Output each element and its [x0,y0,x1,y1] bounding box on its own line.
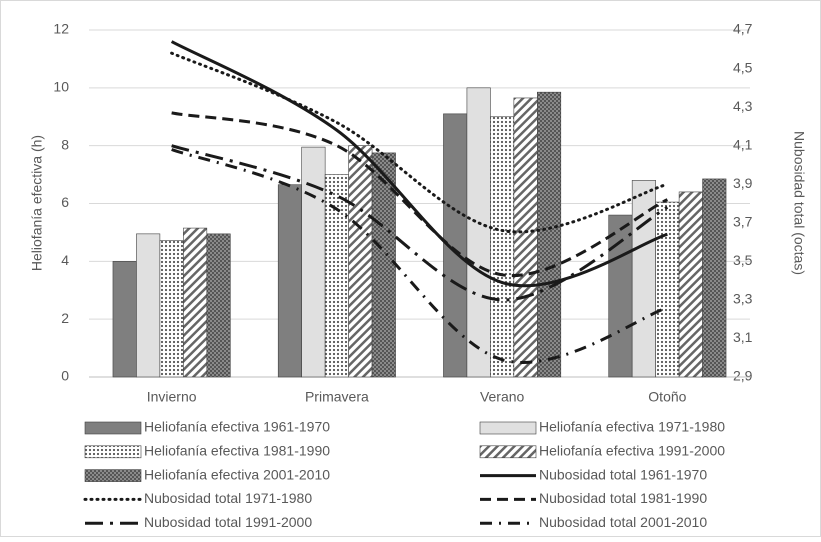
y2-tick-label: 4,3 [733,98,753,114]
bar [112,261,137,378]
bar [159,240,184,378]
x-tick-label: Invierno [147,389,197,405]
legend-swatch [84,469,142,482]
bar [324,174,349,378]
y2-tick-label: 3,9 [733,175,753,191]
y-axis-label: Heliofanía efectiva (h) [29,135,45,271]
y2-tick-label: 3,5 [733,252,753,268]
y2-tick-label: 4,1 [733,136,753,152]
bar [655,201,680,378]
y2-tick-label: 4,5 [733,59,753,75]
x-tick-label: Otoño [648,389,686,405]
legend-swatch [84,445,142,459]
legend-label: Nubosidad total 1971-1980 [144,490,312,506]
bar [537,91,562,378]
bar [136,233,161,378]
line [171,144,669,302]
bar [348,145,373,378]
y-tick-label: 4 [61,252,69,268]
line [171,111,668,278]
legend-swatch [479,445,537,459]
y2-tick-label: 3,1 [733,329,753,345]
y-tick-label: 12 [53,21,69,37]
y-tick-label: 0 [61,368,69,384]
y2-axis-label: Nubosidad total (octas) [791,131,807,275]
bar [183,227,208,378]
bar [277,184,302,378]
y2-tick-label: 4,7 [733,21,753,37]
legend-label: Heliofanía efectiva 2001-2010 [144,466,330,482]
legend-label: Nubosidad total 1991-2000 [144,514,312,530]
bar [608,214,633,378]
y-tick-label: 8 [61,136,69,152]
y-tick-label: 2 [61,310,69,326]
line [170,51,669,234]
bar [301,146,326,378]
bar [371,152,396,378]
x-tick-label: Verano [480,389,525,405]
bar [206,233,231,378]
bar [490,116,515,378]
legend-label: Heliofanía efectiva 1971-1980 [539,419,725,435]
legend-label: Nubosidad total 2001-2010 [539,514,707,530]
bar [678,191,703,378]
y-tick-label: 10 [53,79,69,95]
y-tick-label: 6 [61,194,69,210]
y2-tick-label: 2,9 [733,368,753,384]
y2-tick-label: 3,3 [733,291,753,307]
x-tick-label: Primavera [305,389,369,405]
legend-label: Heliofanía efectiva 1981-1990 [144,443,330,459]
bar [466,87,491,378]
y2-tick-label: 3,7 [733,213,753,229]
legend-label: Heliofanía efectiva 1991-2000 [539,443,725,459]
bar [702,178,727,378]
legend-swatch [479,421,537,435]
legend-label: Heliofanía efectiva 1961-1970 [144,419,330,435]
legend-label: Nubosidad total 1981-1990 [539,490,707,506]
legend-swatch [84,421,142,435]
bar [513,97,538,378]
legend-label: Nubosidad total 1961-1970 [539,466,707,482]
